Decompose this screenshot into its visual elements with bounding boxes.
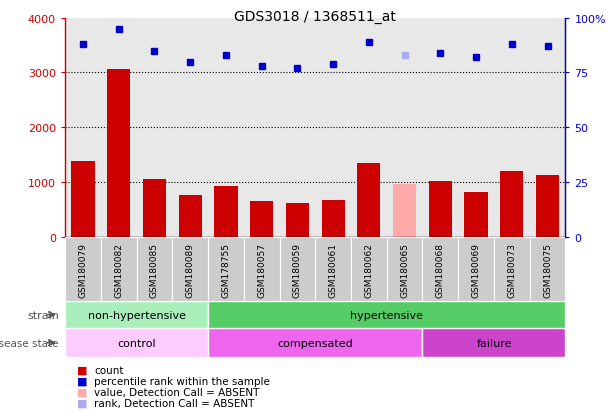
Text: GSM180073: GSM180073 — [507, 242, 516, 297]
Bar — [286, 204, 309, 237]
Text: GSM180068: GSM180068 — [436, 242, 445, 297]
Bar — [280, 237, 316, 301]
Text: rank, Detection Call = ABSENT: rank, Detection Call = ABSENT — [94, 398, 255, 408]
Text: compensated: compensated — [277, 338, 353, 348]
Text: percentile rank within the sample: percentile rank within the sample — [94, 376, 270, 386]
Text: GDS3018 / 1368511_at: GDS3018 / 1368511_at — [234, 10, 396, 24]
Text: GSM180075: GSM180075 — [543, 242, 552, 297]
Bar — [65, 237, 101, 301]
Bar — [244, 237, 280, 301]
Text: strain: strain — [27, 310, 59, 320]
Text: GSM180061: GSM180061 — [328, 242, 337, 297]
Bar — [351, 237, 387, 301]
Text: hypertensive: hypertensive — [350, 310, 423, 320]
Bar — [208, 301, 565, 328]
Bar — [358, 164, 381, 237]
Bar — [143, 180, 166, 237]
Text: GSM180057: GSM180057 — [257, 242, 266, 297]
Bar — [107, 70, 130, 237]
Text: value, Detection Call = ABSENT: value, Detection Call = ABSENT — [94, 387, 260, 397]
Bar — [494, 237, 530, 301]
Bar — [429, 182, 452, 237]
Text: ■: ■ — [77, 376, 88, 386]
Bar — [71, 162, 94, 237]
Text: GSM180082: GSM180082 — [114, 242, 123, 297]
Text: ■: ■ — [77, 365, 88, 375]
Bar — [65, 301, 208, 328]
Text: GSM180069: GSM180069 — [472, 242, 480, 297]
Bar — [458, 237, 494, 301]
Text: ■: ■ — [77, 398, 88, 408]
Bar — [387, 237, 423, 301]
Text: GSM178755: GSM178755 — [221, 242, 230, 297]
Text: control: control — [117, 338, 156, 348]
Bar — [423, 237, 458, 301]
Bar — [208, 237, 244, 301]
Bar — [500, 171, 523, 237]
Text: count: count — [94, 365, 124, 375]
Text: ■: ■ — [77, 387, 88, 397]
Text: GSM180059: GSM180059 — [293, 242, 302, 297]
Text: disease state: disease state — [0, 338, 59, 348]
Bar — [465, 192, 488, 237]
Bar — [214, 187, 238, 237]
Text: failure: failure — [476, 338, 512, 348]
Bar — [179, 196, 202, 237]
Text: GSM180062: GSM180062 — [364, 242, 373, 297]
Bar — [65, 328, 208, 357]
Bar — [530, 237, 565, 301]
Text: non-hypertensive: non-hypertensive — [88, 310, 185, 320]
Text: GSM180089: GSM180089 — [185, 242, 195, 297]
Bar — [423, 328, 565, 357]
Bar — [101, 237, 137, 301]
Bar — [137, 237, 172, 301]
Bar — [172, 237, 208, 301]
Bar — [393, 185, 416, 237]
Bar — [315, 237, 351, 301]
Text: GSM180079: GSM180079 — [78, 242, 88, 297]
Text: GSM180065: GSM180065 — [400, 242, 409, 297]
Text: GSM180085: GSM180085 — [150, 242, 159, 297]
Bar — [322, 200, 345, 237]
Bar — [250, 202, 273, 237]
Bar — [208, 328, 423, 357]
Bar — [536, 176, 559, 237]
